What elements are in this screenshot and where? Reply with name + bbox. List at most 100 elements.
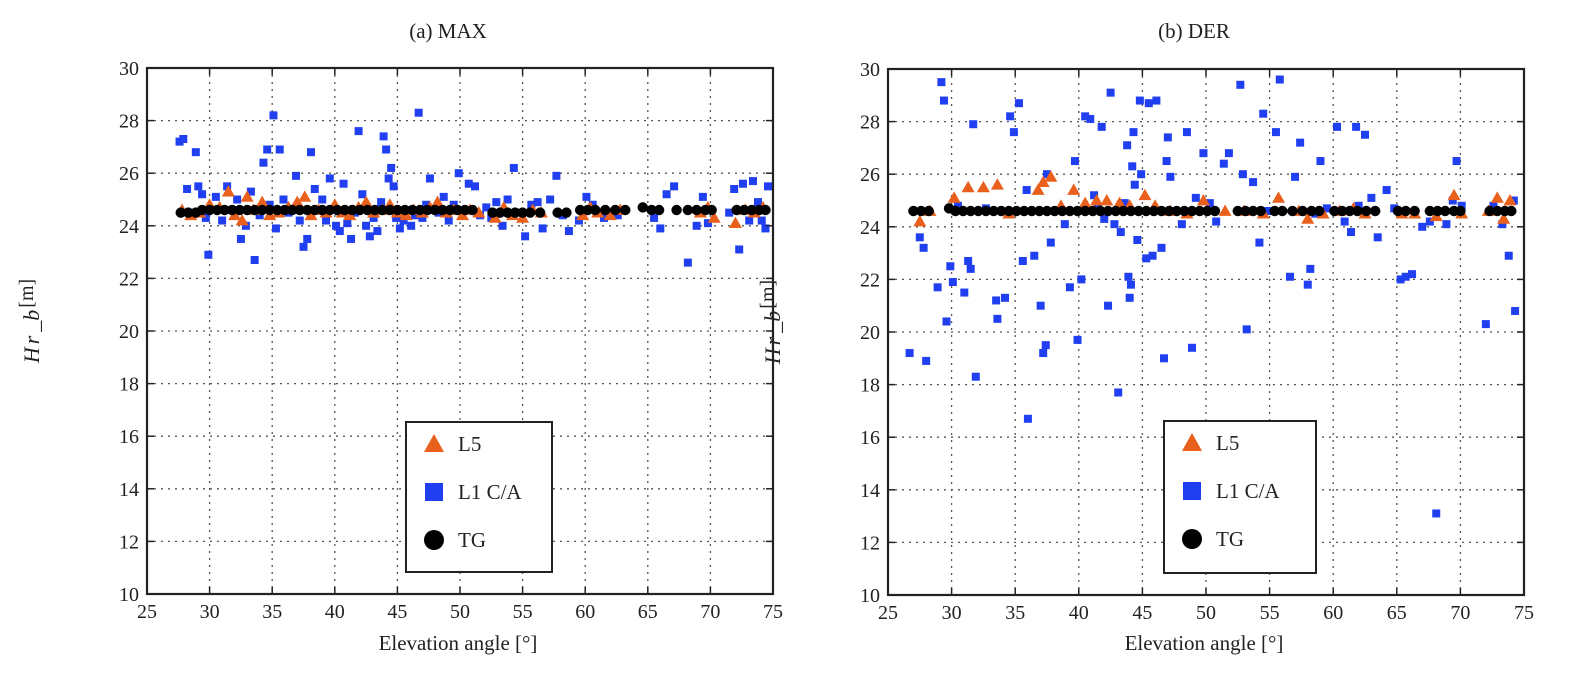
data-point xyxy=(1138,188,1152,201)
data-point xyxy=(1209,205,1221,217)
data-point xyxy=(373,227,382,236)
data-point xyxy=(1490,191,1504,203)
data-point xyxy=(1506,205,1517,217)
data-point xyxy=(1352,205,1363,217)
data-point xyxy=(1418,222,1427,231)
data-point xyxy=(365,232,374,241)
data-point xyxy=(1373,233,1382,242)
data-point xyxy=(939,96,948,105)
data-point xyxy=(1191,193,1200,202)
data-point xyxy=(753,198,762,207)
data-point xyxy=(298,190,312,202)
data-point xyxy=(1306,264,1315,273)
y-tick-label: 12 xyxy=(119,531,139,553)
data-point xyxy=(362,221,371,230)
data-point xyxy=(1137,170,1146,179)
data-point xyxy=(1090,191,1099,200)
data-point xyxy=(194,182,203,191)
data-point xyxy=(1036,301,1045,310)
data-point xyxy=(653,204,665,216)
data-point xyxy=(637,202,649,213)
data-point xyxy=(960,288,969,297)
data-point xyxy=(620,204,631,216)
data-point xyxy=(1110,220,1119,229)
data-point xyxy=(1333,122,1342,131)
data-point xyxy=(503,195,512,204)
data-point xyxy=(498,221,507,230)
data-point xyxy=(1030,251,1039,260)
data-point xyxy=(582,192,591,201)
data-point xyxy=(1086,114,1095,123)
legend-marker-triangle xyxy=(1182,433,1202,451)
data-point xyxy=(1041,341,1050,350)
data-point xyxy=(1264,207,1273,216)
data-point xyxy=(275,145,284,154)
data-point xyxy=(730,184,739,193)
data-point xyxy=(521,232,530,241)
data-point xyxy=(953,201,962,210)
data-point xyxy=(760,204,771,216)
data-point xyxy=(1018,256,1027,265)
data-point xyxy=(191,148,200,157)
data-point xyxy=(1090,194,1104,206)
data-point xyxy=(692,221,701,230)
x-tick-label: 60 xyxy=(1323,602,1343,624)
data-point xyxy=(1455,205,1466,217)
data-point xyxy=(933,283,942,292)
data-point xyxy=(1271,128,1280,137)
data-point xyxy=(303,234,312,243)
data-point xyxy=(1369,205,1381,217)
data-point xyxy=(1128,162,1137,171)
data-point xyxy=(399,216,408,225)
data-point xyxy=(482,203,491,212)
data-point xyxy=(1219,159,1228,168)
x-tick-label: 50 xyxy=(450,601,470,623)
data-point xyxy=(347,234,356,243)
data-point xyxy=(425,174,434,183)
data-point xyxy=(487,213,496,222)
data-point xyxy=(198,190,207,199)
data-point xyxy=(335,227,344,236)
data-point xyxy=(509,163,518,172)
y-tick-label: 18 xyxy=(119,374,139,396)
y-tick-label: 22 xyxy=(860,269,880,291)
series-l1-c-a xyxy=(175,108,772,267)
data-point xyxy=(1511,306,1520,315)
data-point xyxy=(1144,99,1153,108)
data-point xyxy=(683,258,692,267)
data-point xyxy=(1361,205,1372,217)
chart-panel-b: (b) DER 25 30 35 40 45 50 55 60 65 70 75 10 12 14 16 18 2… xyxy=(757,19,1534,655)
data-point xyxy=(533,198,542,207)
data-point xyxy=(430,195,444,208)
data-point xyxy=(259,158,268,167)
x-tick-label: 55 xyxy=(1260,602,1280,624)
data-point xyxy=(524,207,536,218)
x-axis-label: Elevation angle [°] xyxy=(379,631,538,655)
series-l1-c-a xyxy=(905,75,1520,518)
y-tick-label: 28 xyxy=(860,112,880,134)
chart-panel-a: (a) MAX 25 30 35 40 45 50 55 60 65 70 75 10 12 14 16 18 2… xyxy=(16,19,783,655)
data-point xyxy=(369,213,378,222)
data-point xyxy=(946,262,955,271)
data-point xyxy=(1361,130,1369,139)
data-point xyxy=(179,135,188,144)
data-point xyxy=(1224,149,1233,158)
data-point xyxy=(1163,133,1172,142)
data-point xyxy=(204,250,213,259)
data-point xyxy=(354,127,363,136)
data-point xyxy=(728,216,742,229)
legend-label: L1 C/A xyxy=(1216,479,1280,503)
legend-marker-circle xyxy=(1182,529,1202,549)
data-point xyxy=(407,221,416,230)
data-point xyxy=(1073,335,1082,344)
data-point xyxy=(738,179,747,188)
data-point xyxy=(1060,220,1069,229)
data-point xyxy=(1001,293,1010,302)
data-point xyxy=(1301,212,1315,224)
data-point xyxy=(1367,193,1376,202)
data-point xyxy=(1448,196,1457,205)
x-axis-label: Elevation angle [°] xyxy=(1125,631,1284,655)
data-point xyxy=(299,242,308,251)
data-point xyxy=(613,211,622,220)
